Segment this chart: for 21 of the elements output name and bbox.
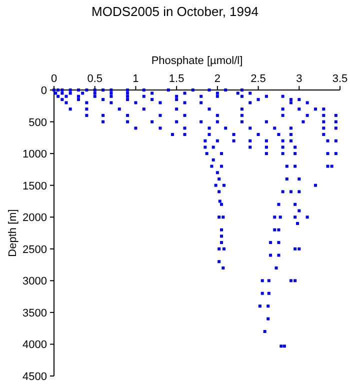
x-tick-label: 1.5 [168,73,184,85]
y-tick-label: 500 [28,116,47,129]
y-tick-label: 1000 [22,148,47,161]
x-axis-title: Phosphate [µmol/l] [151,55,243,67]
x-tick-label: 0 [50,73,58,85]
y-tick-label: 2500 [22,244,47,256]
y-tick-label: 1500 [22,180,47,192]
y-tick-label: 2000 [22,212,47,224]
y-tick-label: 3000 [22,276,47,288]
y-axis-title: Depth [m] [7,209,20,257]
y-tick-label: 4500 [22,371,47,383]
x-tick-label: 2 [214,73,220,85]
x-tick-label: 0.5 [87,73,103,85]
x-tick-label: 3.5 [332,73,348,85]
x-tick-label: 1 [132,73,139,85]
x-tick-label: 3 [296,73,302,85]
x-tick-label: 2.5 [250,73,266,85]
y-tick-label: 4000 [22,339,47,352]
y-tick-label: 0 [40,85,47,97]
chart-title: MODS2005 in October, 1994 [92,4,258,19]
y-tick-label: 3500 [22,307,47,320]
